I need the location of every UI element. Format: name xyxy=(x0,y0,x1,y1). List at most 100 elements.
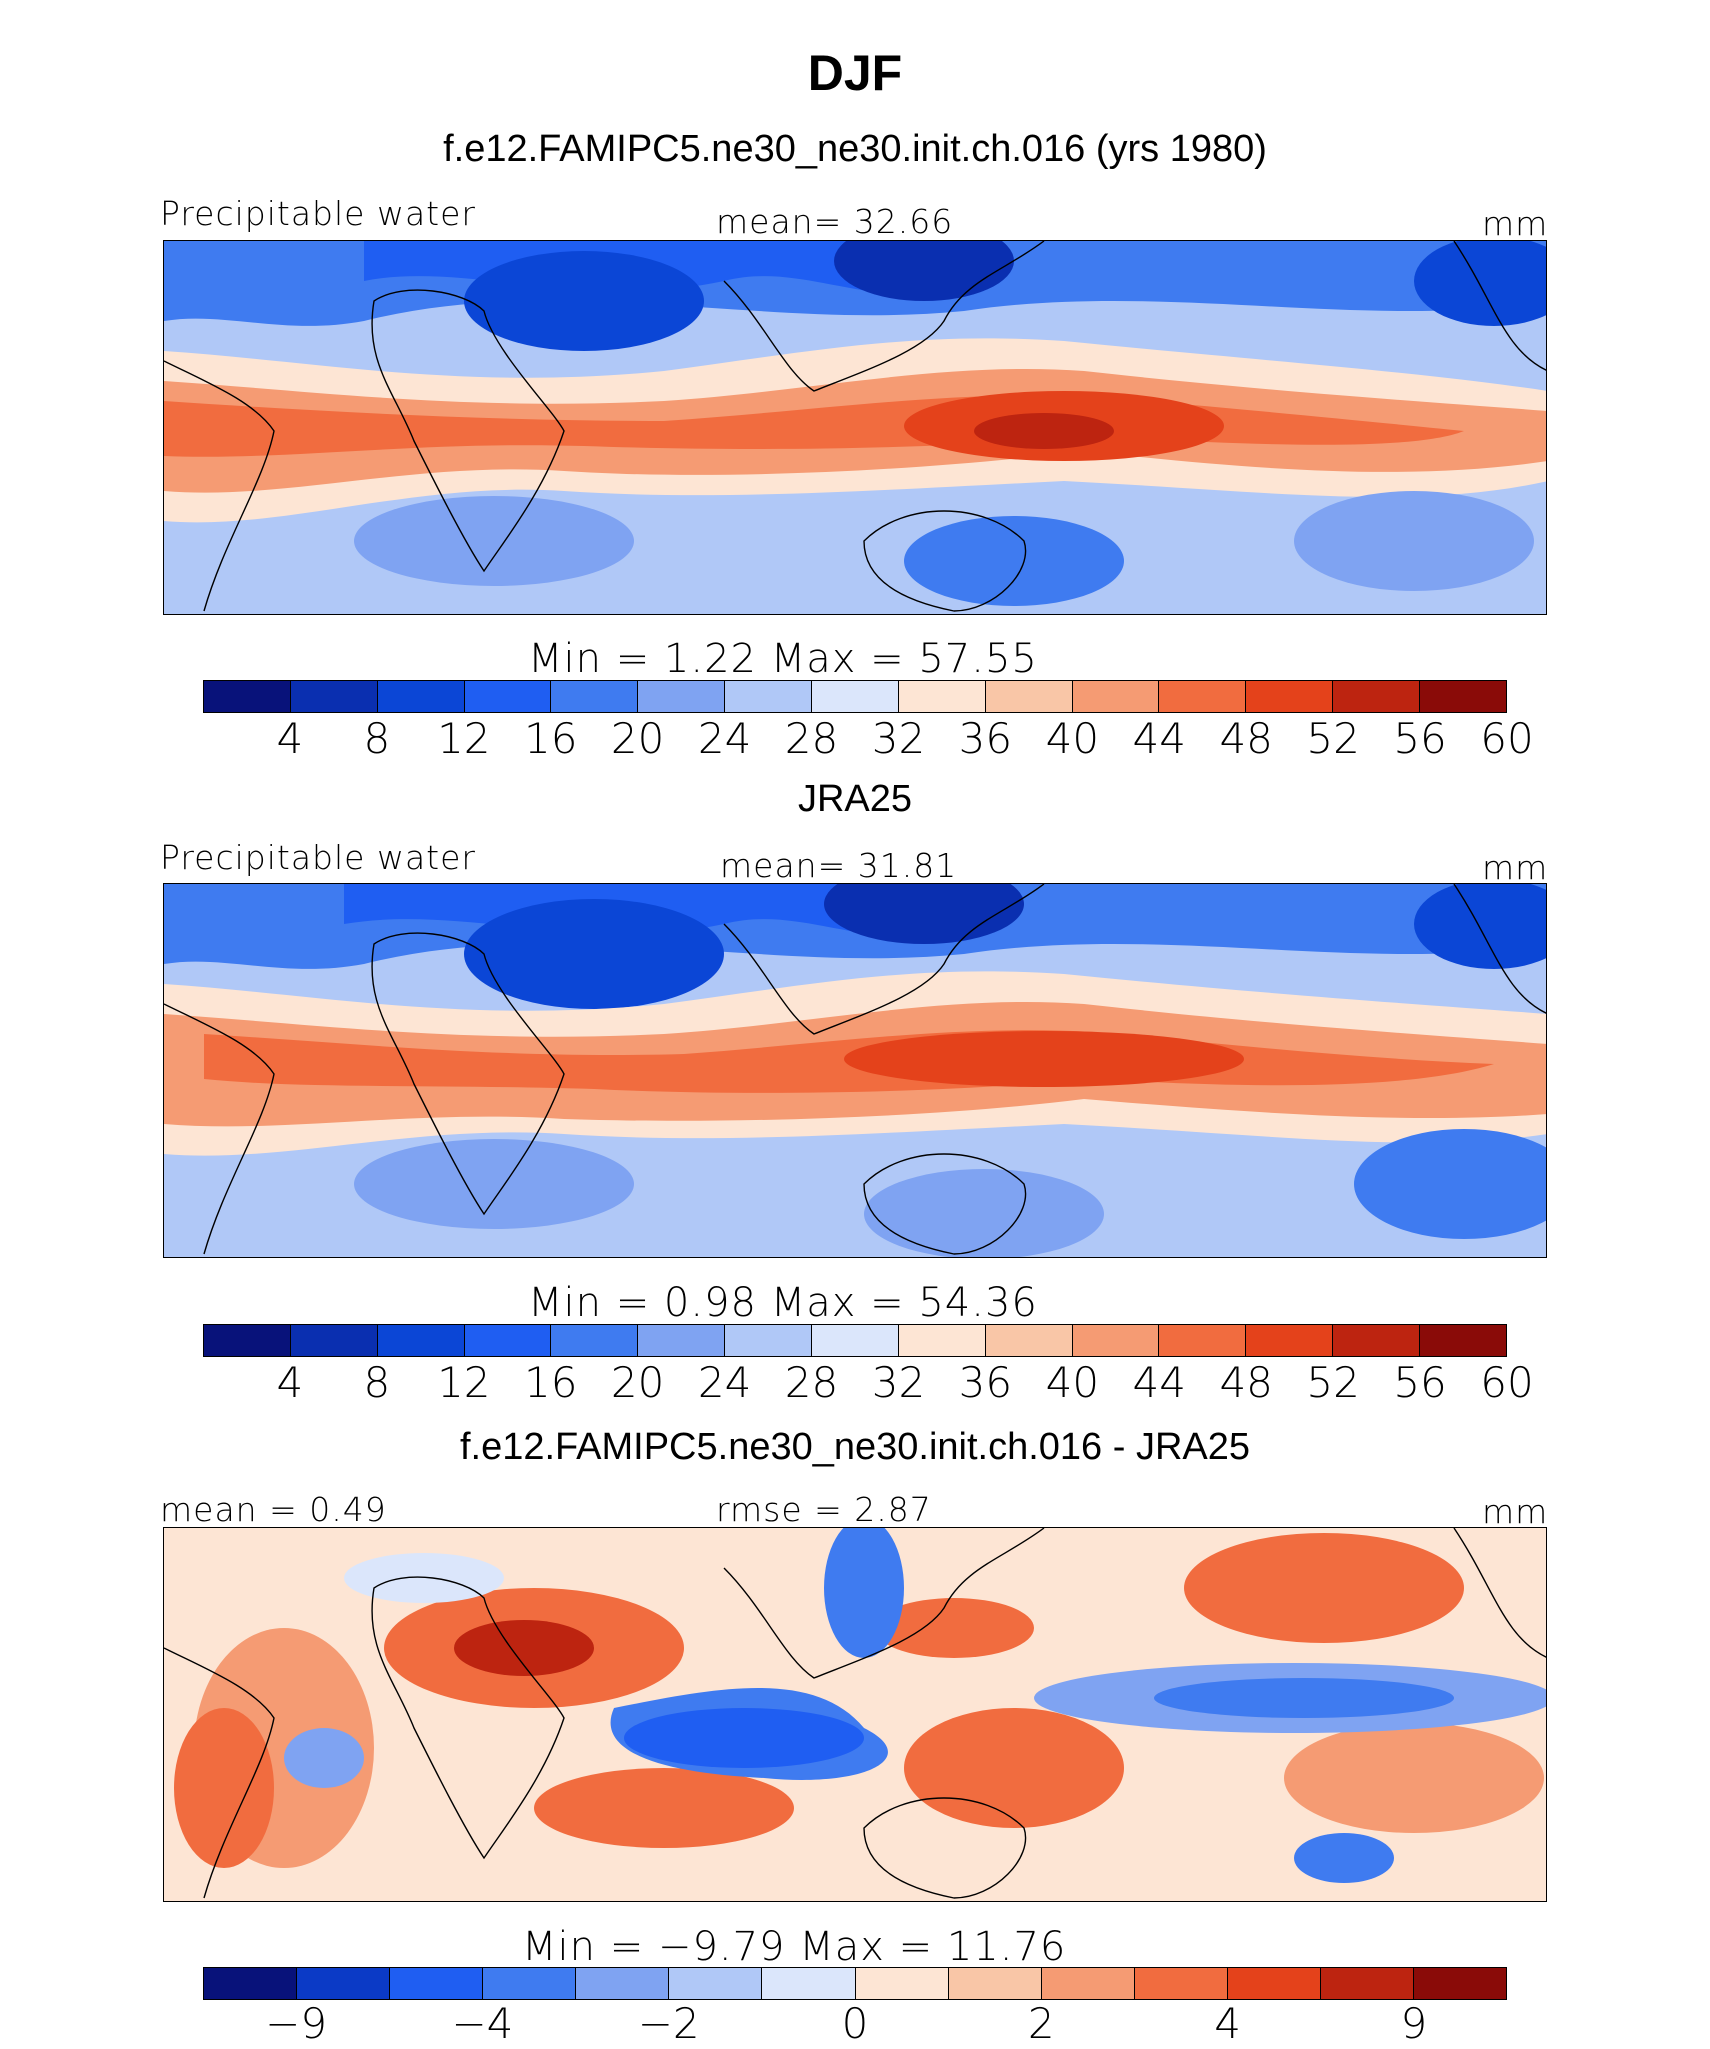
map-region xyxy=(284,1728,364,1788)
panel-2-colorbar xyxy=(203,1324,1507,1357)
map-region xyxy=(454,1620,594,1676)
colorbar-swatch xyxy=(1320,1968,1415,1999)
coastline xyxy=(863,510,1027,612)
panel-2-subtitle: JRA25 xyxy=(797,778,913,820)
colorbar-tick-label: 9 xyxy=(1400,1999,1428,2048)
colorbar-swatch xyxy=(390,1968,484,1999)
map-region xyxy=(1184,1533,1464,1643)
map-region xyxy=(844,1031,1244,1087)
map-region xyxy=(1354,1129,1546,1239)
colorbar-swatch xyxy=(464,1325,552,1356)
colorbar-swatch xyxy=(812,1325,899,1356)
colorbar-swatch xyxy=(1246,1325,1334,1356)
panel-1-map xyxy=(163,240,1547,615)
colorbar-swatch xyxy=(725,681,813,712)
panel-1-units: mm xyxy=(1482,204,1549,243)
map-region xyxy=(874,1598,1034,1658)
colorbar-tick-label: 56 xyxy=(1393,1358,1447,1407)
map-region xyxy=(904,1708,1124,1828)
colorbar-tick-label: 52 xyxy=(1306,714,1360,763)
colorbar-swatch xyxy=(551,1325,639,1356)
map-region xyxy=(354,1139,634,1229)
colorbar-swatch xyxy=(377,681,465,712)
colorbar-swatch xyxy=(898,1325,986,1356)
colorbar-swatch xyxy=(377,1325,465,1356)
map-region xyxy=(464,899,724,1009)
colorbar-swatch xyxy=(1246,681,1334,712)
colorbar-tick-label: 56 xyxy=(1393,714,1447,763)
panel-3-subtitle: f.e12.FAMIPC5.ne30_ne30.init.ch.016 - JR… xyxy=(459,1426,1251,1468)
map-region xyxy=(974,413,1114,449)
map-region xyxy=(1414,241,1546,326)
coastline xyxy=(1453,884,1546,1014)
coastline xyxy=(723,884,1045,1035)
colorbar-tick-label: 8 xyxy=(363,714,391,763)
panel-2-map-svg xyxy=(164,884,1546,1257)
colorbar-tick-label: 24 xyxy=(697,1358,752,1407)
colorbar-swatch xyxy=(551,681,639,712)
colorbar-tick-label: 8 xyxy=(363,1358,391,1407)
colorbar-swatch xyxy=(948,1968,1042,1999)
panel-1-subtitle: f.e12.FAMIPC5.ne30_ne30.init.ch.016 (yrs… xyxy=(443,128,1267,170)
coastline xyxy=(164,360,275,612)
colorbar-swatch xyxy=(576,1968,670,1999)
map-region xyxy=(534,1768,794,1848)
panel-3-center-label: rmse = 2.87 xyxy=(716,1490,932,1529)
colorbar-swatch xyxy=(1333,1325,1421,1356)
coastline xyxy=(371,1576,565,1860)
panel-1-colorbar xyxy=(203,680,1507,713)
map-region xyxy=(1294,491,1534,591)
panel-2-colorbar-ticks: 4 8 12 16 20 24 28 32 36 40 44 48 52 56 60 xyxy=(0,1358,1710,1408)
colorbar-tick-label: 12 xyxy=(437,1358,491,1407)
page-title: DJF xyxy=(807,45,903,101)
panel-2-units: mm xyxy=(1482,848,1549,887)
colorbar-swatch xyxy=(725,1325,813,1356)
panel-1-min-max: Min = 1.22 Max = 57.55 xyxy=(528,636,1038,682)
colorbar-tick-label: 44 xyxy=(1132,714,1186,763)
panel-3-map xyxy=(163,1527,1547,1902)
colorbar-tick-label: 2 xyxy=(1027,1999,1055,2048)
colorbar-swatch xyxy=(1159,681,1247,712)
colorbar-tick-label: 28 xyxy=(784,1358,839,1407)
colorbar-swatch xyxy=(638,1325,726,1356)
colorbar-tick-label: 32 xyxy=(871,1358,926,1407)
colorbar-tick-label: 52 xyxy=(1306,1358,1360,1407)
colorbar-swatch xyxy=(669,1968,763,1999)
colorbar-swatch xyxy=(464,681,552,712)
panel-3-map-svg xyxy=(164,1528,1546,1901)
colorbar-tick-label: 4 xyxy=(276,1358,304,1407)
panel-3-units: mm xyxy=(1482,1492,1549,1531)
colorbar-swatch xyxy=(638,681,726,712)
colorbar-tick-label: 20 xyxy=(610,714,665,763)
colorbar-swatch xyxy=(290,681,378,712)
colorbar-tick-label: 4 xyxy=(1214,1999,1241,2048)
colorbar-tick-label: 44 xyxy=(1132,1358,1186,1407)
map-region xyxy=(464,251,704,351)
colorbar-swatch xyxy=(1072,1325,1160,1356)
colorbar-tick-label: 48 xyxy=(1219,1358,1273,1407)
map-region xyxy=(834,241,1014,301)
panel-2-left-label: Precipitable water xyxy=(160,838,476,877)
colorbar-tick-label: 60 xyxy=(1480,1358,1534,1407)
colorbar-swatch xyxy=(1420,681,1506,712)
colorbar-swatch xyxy=(762,1968,856,1999)
panel-1-center-label: mean= 32.66 xyxy=(716,202,954,241)
panel-3-colorbar xyxy=(203,1967,1507,2000)
coastline xyxy=(1453,1528,1546,1658)
colorbar-tick-label: −2 xyxy=(637,1999,700,2048)
colorbar-swatch xyxy=(812,681,899,712)
colorbar-swatch xyxy=(290,1325,378,1356)
colorbar-swatch xyxy=(1333,681,1421,712)
coastline xyxy=(164,1003,275,1255)
colorbar-tick-label: 60 xyxy=(1480,714,1534,763)
panel-3-colorbar-ticks: −9 −4 −2 0 2 4 9 xyxy=(0,1999,1710,2049)
colorbar-swatch xyxy=(1414,1968,1507,1999)
coastline xyxy=(371,289,565,573)
colorbar-swatch xyxy=(1072,681,1160,712)
panel-1-map-svg xyxy=(164,241,1546,614)
map-region xyxy=(1294,1833,1394,1883)
colorbar-swatch xyxy=(1159,1325,1247,1356)
colorbar-swatch xyxy=(855,1968,949,1999)
coastline xyxy=(863,1797,1027,1899)
colorbar-swatch xyxy=(1134,1968,1228,1999)
